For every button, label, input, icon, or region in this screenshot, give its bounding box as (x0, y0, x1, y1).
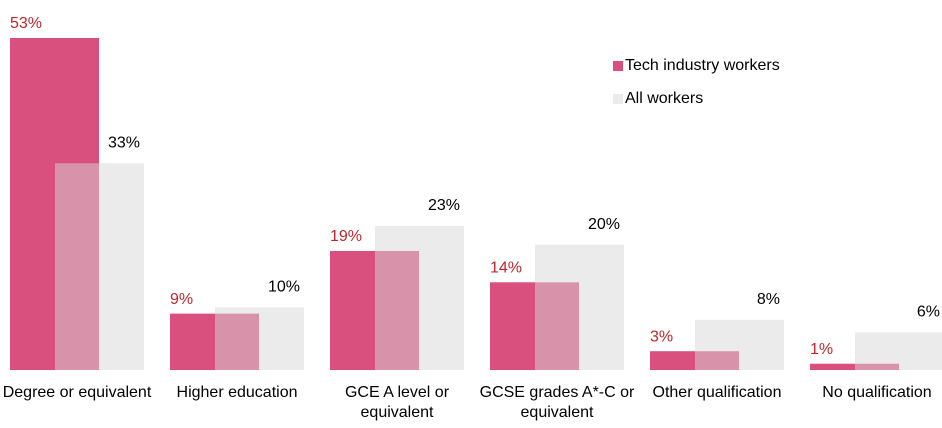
value-label: 3% (650, 328, 673, 345)
value-label: 10% (268, 279, 300, 296)
value-label: 53% (10, 15, 42, 32)
x-tick-label: Degree or equivalent (2, 384, 152, 401)
bar (855, 332, 942, 370)
legend-label: Tech industry workers (625, 57, 780, 74)
x-tick-label: GCSE grades A*-C or equivalent (479, 384, 635, 421)
legend-swatch (613, 94, 623, 104)
x-tick-label: Higher education (176, 384, 298, 401)
bar (215, 307, 304, 370)
value-label: 1% (810, 341, 833, 358)
value-label: 9% (170, 291, 193, 308)
bar (535, 244, 624, 370)
value-label: 19% (330, 228, 362, 245)
value-label: 20% (588, 216, 620, 233)
value-label: 33% (108, 135, 140, 152)
bar (810, 363, 899, 370)
x-tick-label: Other qualification (652, 384, 782, 401)
bar (375, 225, 464, 370)
bar (55, 163, 144, 370)
legend-label: All workers (625, 90, 703, 107)
value-label: 23% (428, 197, 460, 214)
value-label: 14% (490, 260, 522, 277)
x-tick-label: GCE A level or equivalent (344, 384, 450, 421)
x-tick-label: No qualification (822, 384, 932, 401)
legend-swatch (613, 61, 623, 71)
value-label: 6% (917, 304, 940, 321)
bar (695, 319, 784, 370)
value-label: 8% (757, 291, 780, 308)
